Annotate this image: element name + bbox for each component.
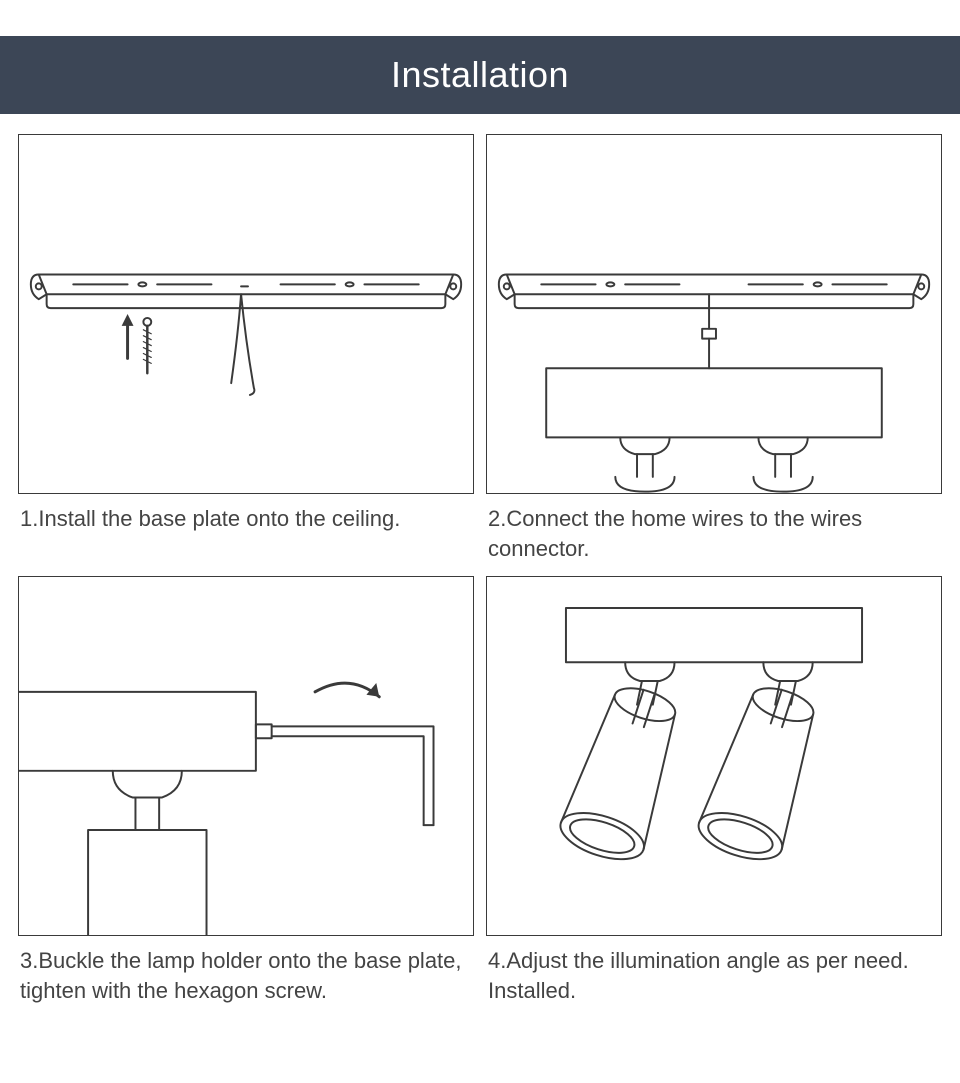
step-4-caption: 4.Adjust the illumination angle as per n… — [486, 936, 942, 1006]
step-1: 1.Install the base plate onto the ceilin… — [18, 134, 474, 564]
connect-wires-diagram — [487, 135, 941, 493]
step-3-caption: 3.Buckle the lamp holder onto the base p… — [18, 936, 474, 1006]
step-4: 4.Adjust the illumination angle as per n… — [486, 576, 942, 1006]
step-1-caption: 1.Install the base plate onto the ceilin… — [18, 494, 474, 564]
step-3: 3.Buckle the lamp holder onto the base p… — [18, 576, 474, 1006]
step-1-diagram — [18, 134, 474, 494]
hex-key-diagram — [19, 577, 473, 935]
step-3-diagram — [18, 576, 474, 936]
step-2-diagram — [486, 134, 942, 494]
step-2: 2.Connect the home wires to the wires co… — [486, 134, 942, 564]
finished-diagram — [487, 577, 941, 935]
steps-grid: 1.Install the base plate onto the ceilin… — [0, 134, 960, 1036]
base-plate-diagram — [19, 135, 473, 493]
step-2-caption: 2.Connect the home wires to the wires co… — [486, 494, 942, 564]
step-4-diagram — [486, 576, 942, 936]
page-title: Installation — [0, 36, 960, 114]
